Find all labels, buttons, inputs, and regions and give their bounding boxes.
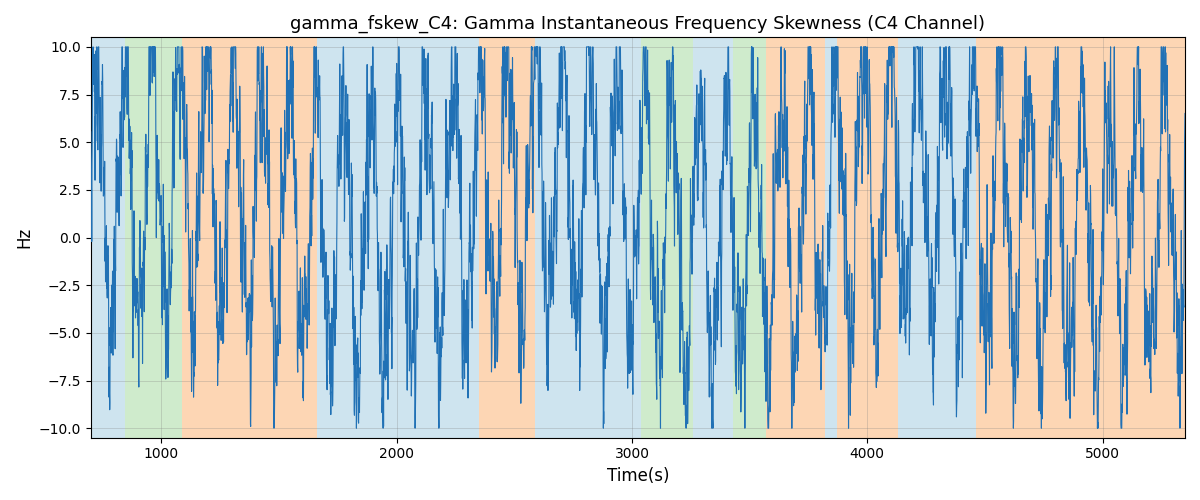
Bar: [557, 38, 641, 438]
Bar: [733, 38, 766, 438]
X-axis label: Time(s): Time(s): [606, 467, 670, 485]
Title: gamma_fskew_C4: Gamma Instantaneous Frequency Skewness (C4 Channel): gamma_fskew_C4: Gamma Instantaneous Freq…: [290, 15, 985, 34]
Bar: [641, 38, 694, 438]
Bar: [766, 38, 824, 438]
Y-axis label: Hz: Hz: [14, 227, 34, 248]
Bar: [824, 38, 836, 438]
Bar: [836, 38, 898, 438]
Bar: [317, 38, 479, 438]
Bar: [976, 38, 1034, 438]
Bar: [479, 38, 535, 438]
Bar: [694, 38, 733, 438]
Bar: [91, 38, 125, 438]
Bar: [125, 38, 182, 438]
Bar: [182, 38, 317, 438]
Bar: [898, 38, 976, 438]
Bar: [1034, 38, 1186, 438]
Bar: [535, 38, 557, 438]
